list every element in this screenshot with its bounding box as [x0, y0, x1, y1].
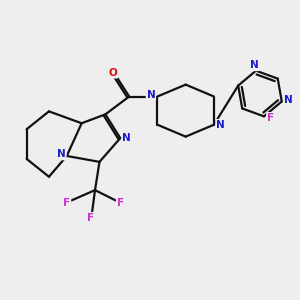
Text: N: N: [57, 149, 66, 160]
Text: F: F: [87, 213, 94, 223]
Text: N: N: [250, 60, 259, 70]
Text: F: F: [117, 198, 124, 208]
Text: N: N: [146, 90, 155, 100]
Text: F: F: [63, 198, 70, 208]
Text: N: N: [284, 95, 293, 105]
Text: N: N: [216, 120, 225, 130]
Text: N: N: [122, 133, 131, 143]
Text: F: F: [267, 113, 274, 123]
Text: O: O: [109, 68, 117, 78]
